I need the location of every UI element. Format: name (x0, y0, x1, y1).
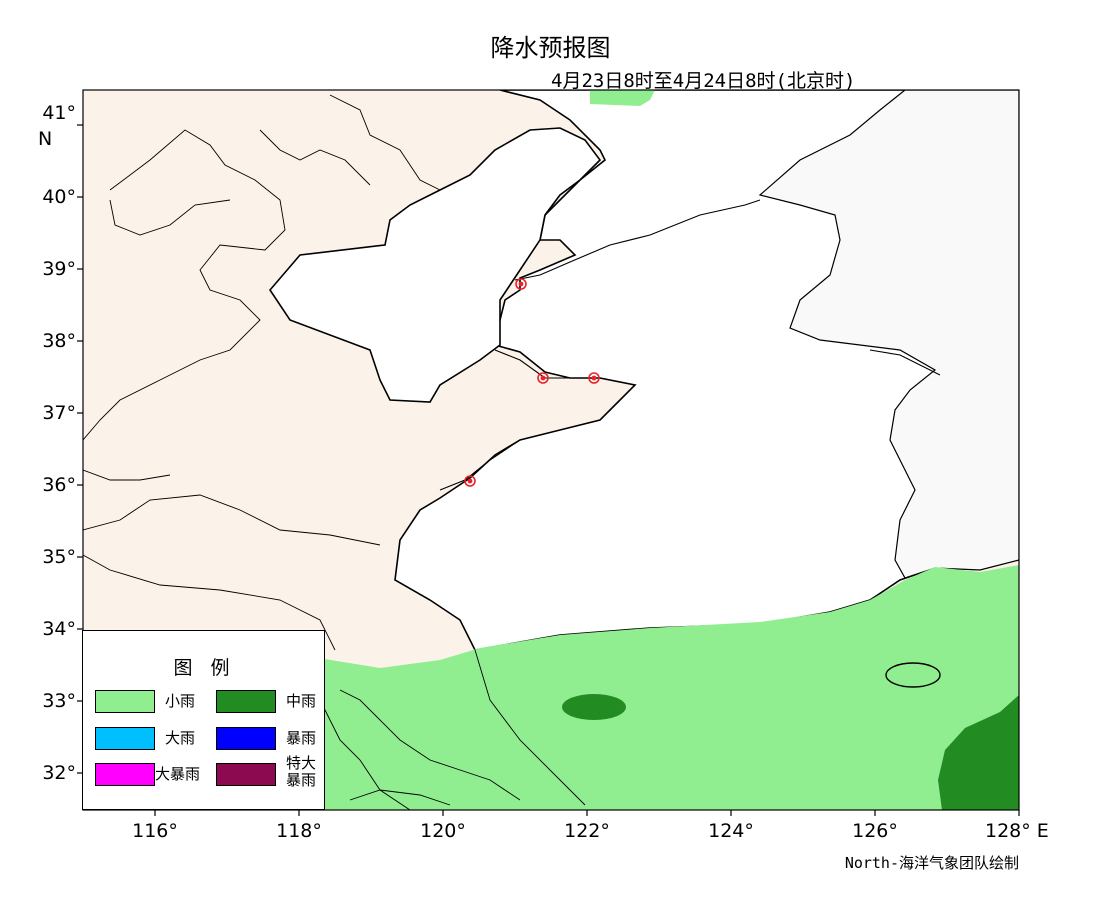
station-marker (588, 372, 600, 384)
legend-swatch-light-rain (95, 690, 155, 713)
legend: 图 例 小雨 中雨 大雨 暴雨 大暴雨 特大暴雨 (82, 630, 325, 810)
lat-tick-label: 35° (42, 546, 76, 568)
legend-swatch-heavy-rain (95, 727, 155, 750)
moderate-rain-patch (562, 694, 626, 720)
station-marker-dots (467, 281, 597, 484)
foreign-land (758, 90, 1019, 579)
lat-tick-label: 32° (42, 762, 76, 784)
legend-swatch-heavy-rainstorm (95, 763, 155, 786)
map-title: 降水预报图 (490, 34, 611, 62)
legend-swatch-rainstorm (216, 727, 276, 750)
lat-unit-label: N (38, 128, 53, 150)
lat-tick-label: 38° (42, 330, 76, 352)
lon-tick-label: 124° (708, 820, 754, 842)
legend-label: 暴雨 (286, 729, 317, 747)
lat-tick-label: 33° (42, 690, 76, 712)
lon-tick-label: 120° (420, 820, 466, 842)
light-rain-patch-north (590, 90, 655, 106)
legend-label: 大雨 (165, 729, 196, 747)
forecast-period: 4月23日8时至4月24日8时(北京时) (551, 70, 856, 92)
lat-tick-label: 36° (42, 474, 76, 496)
legend-swatch-extreme-rainstorm (216, 763, 276, 786)
legend-label: 小雨 (165, 692, 196, 710)
lat-tick-label: 40° (42, 186, 76, 208)
lon-tick-label: 128° E (985, 820, 1049, 842)
station-marker (537, 372, 549, 384)
lon-tick-label: 126° (852, 820, 898, 842)
province-boundaries (83, 94, 586, 810)
station-marker (515, 278, 527, 290)
bohai-bay (268, 127, 602, 403)
lat-tick-label: 34° (42, 618, 76, 640)
lat-tick-label: 39° (42, 258, 76, 280)
legend-swatch-moderate-rain (216, 690, 276, 713)
coastline-details (439, 199, 941, 491)
legend-label: 特大暴雨 (286, 754, 317, 789)
lon-tick-label: 122° (564, 820, 610, 842)
station-marker (464, 475, 476, 487)
lat-tick-label: 37° (42, 402, 76, 424)
moderate-rain-patch-east (938, 695, 1019, 810)
legend-label: 大暴雨 (155, 765, 201, 783)
credit-text: North-海洋气象团队绘制 (844, 854, 1019, 872)
station-markers (464, 278, 600, 487)
legend-label: 中雨 (286, 692, 317, 710)
lat-tick-label: 41° (42, 102, 76, 124)
lon-tick-label: 116° (132, 820, 178, 842)
legend-title: 图 例 (173, 657, 236, 679)
lon-tick-label: 118° (276, 820, 322, 842)
map-frame (82, 89, 1020, 811)
island-outline (885, 662, 941, 688)
